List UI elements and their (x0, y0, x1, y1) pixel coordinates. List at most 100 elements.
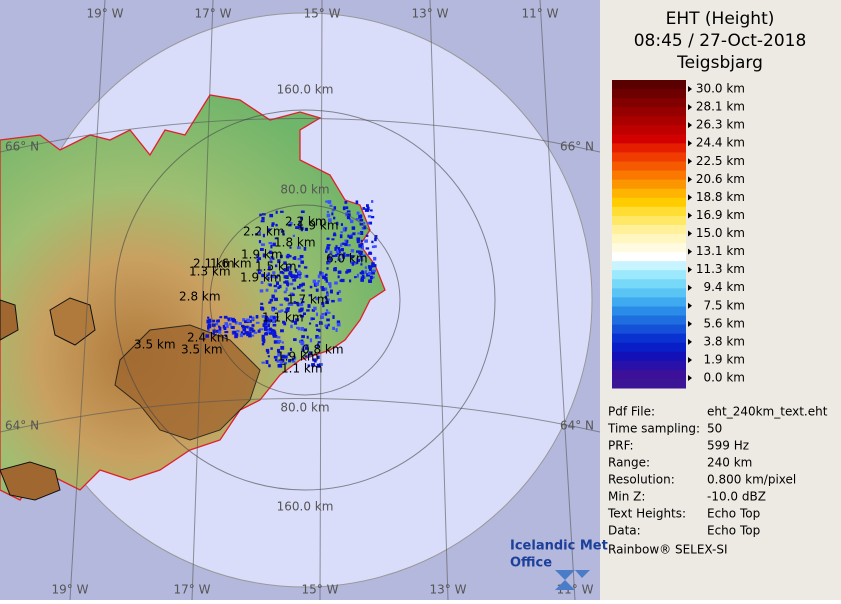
echo-cell (325, 309, 329, 312)
echo-cell (289, 263, 293, 268)
echo-label: 1.9 km (241, 248, 283, 262)
colorbar-tick (688, 194, 692, 201)
echo-cell (222, 324, 226, 329)
echo-cell (251, 324, 255, 327)
echo-cell (263, 319, 268, 324)
echo-cell (325, 300, 329, 305)
echo-cell (305, 274, 309, 278)
echo-cell (273, 331, 277, 336)
echo-cell (357, 232, 361, 235)
echo-cell (279, 303, 283, 306)
info-table: Pdf File: eht_240km_text.eht Time sampling… (607, 405, 828, 538)
echo-cell (311, 317, 315, 321)
echo-cell (371, 264, 374, 268)
info-key: Pdf File: (608, 405, 655, 419)
echo-cell (332, 315, 335, 319)
colorbar-label: 3.8 km (703, 334, 745, 348)
echo-cell (290, 274, 294, 279)
colorbar-label: 30.0 km (696, 82, 745, 96)
echo-cell (224, 330, 229, 334)
echo-cell (240, 331, 244, 336)
echo-cell (360, 271, 365, 275)
echo-cell (329, 284, 332, 289)
colorbar-band (612, 288, 686, 298)
echo-cell (360, 258, 364, 261)
echo-cell (279, 363, 283, 368)
echo-cell (277, 274, 280, 277)
echo-cell (350, 249, 355, 253)
echo-cell (316, 328, 320, 332)
echo-cell (265, 360, 269, 365)
logo-text: Office (510, 556, 552, 571)
echo-cell (368, 265, 371, 269)
echo-cell (282, 233, 285, 236)
echo-cell (205, 334, 209, 338)
echo-cell (370, 215, 375, 219)
info-key: Resolution: (608, 473, 675, 487)
colorbar-band (612, 279, 686, 289)
echo-cell (286, 307, 290, 310)
echo-cells (205, 200, 378, 368)
range-label: 160.0 km (277, 83, 334, 97)
echo-cell (231, 325, 235, 329)
lat-label: 66° N (5, 140, 39, 154)
echo-cell (326, 244, 331, 247)
echo-cell (270, 251, 274, 255)
echo-cell (266, 350, 270, 354)
echo-cell (274, 289, 278, 293)
echo-cell (241, 325, 245, 329)
echo-cell (338, 290, 341, 294)
colorbar-tick (688, 338, 692, 345)
echo-cell (341, 254, 346, 257)
echo-cell (315, 335, 319, 339)
echo-cell (299, 302, 304, 307)
echo-cell (317, 336, 321, 339)
echo-cell (367, 271, 372, 275)
echo-cell (349, 219, 354, 224)
echo-cell (363, 222, 366, 225)
echo-cell (304, 346, 308, 350)
echo-cell (326, 311, 331, 314)
echo-cell (261, 339, 265, 342)
echo-cell (345, 239, 349, 243)
colorbar-band (612, 134, 686, 144)
echo-label: 2.1 km (193, 257, 235, 271)
echo-cell (321, 272, 324, 275)
echo-cell (257, 329, 261, 333)
echo-cell (276, 348, 280, 353)
lat-label: 64° N (560, 419, 594, 433)
echo-cell (238, 322, 242, 326)
range-ring (209, 204, 401, 396)
echo-cell (317, 341, 321, 344)
echo-cell (360, 231, 364, 235)
echo-cell (213, 323, 216, 326)
echo-cell (325, 249, 328, 253)
echo-cell (280, 309, 284, 312)
colorbar-band (612, 261, 686, 271)
colorbar-tick (688, 320, 692, 327)
echo-cell (270, 347, 273, 350)
echo-label: 3.5 km (181, 343, 223, 357)
info-key: Min Z: (608, 490, 645, 504)
colorbar-band (612, 234, 686, 244)
echo-cell (301, 289, 305, 292)
echo-cell (262, 323, 266, 327)
echo-cell (283, 297, 288, 301)
colorbar-band (612, 179, 686, 190)
echo-cell (356, 260, 359, 265)
echo-cell (260, 302, 264, 305)
colorbar-tick (688, 284, 692, 291)
echo-cell (305, 344, 309, 347)
echo-cell (328, 218, 332, 223)
colorbar-band (612, 351, 686, 362)
echo-cell (229, 323, 232, 326)
echo-cell (349, 218, 352, 221)
echo-cell (350, 255, 355, 258)
echo-cell (269, 298, 274, 302)
echo-cell (300, 314, 304, 318)
echo-cell (255, 321, 260, 324)
echo-cell (211, 319, 216, 323)
echo-cell (265, 273, 270, 277)
echo-cell (289, 347, 292, 351)
echo-cell (246, 331, 249, 334)
